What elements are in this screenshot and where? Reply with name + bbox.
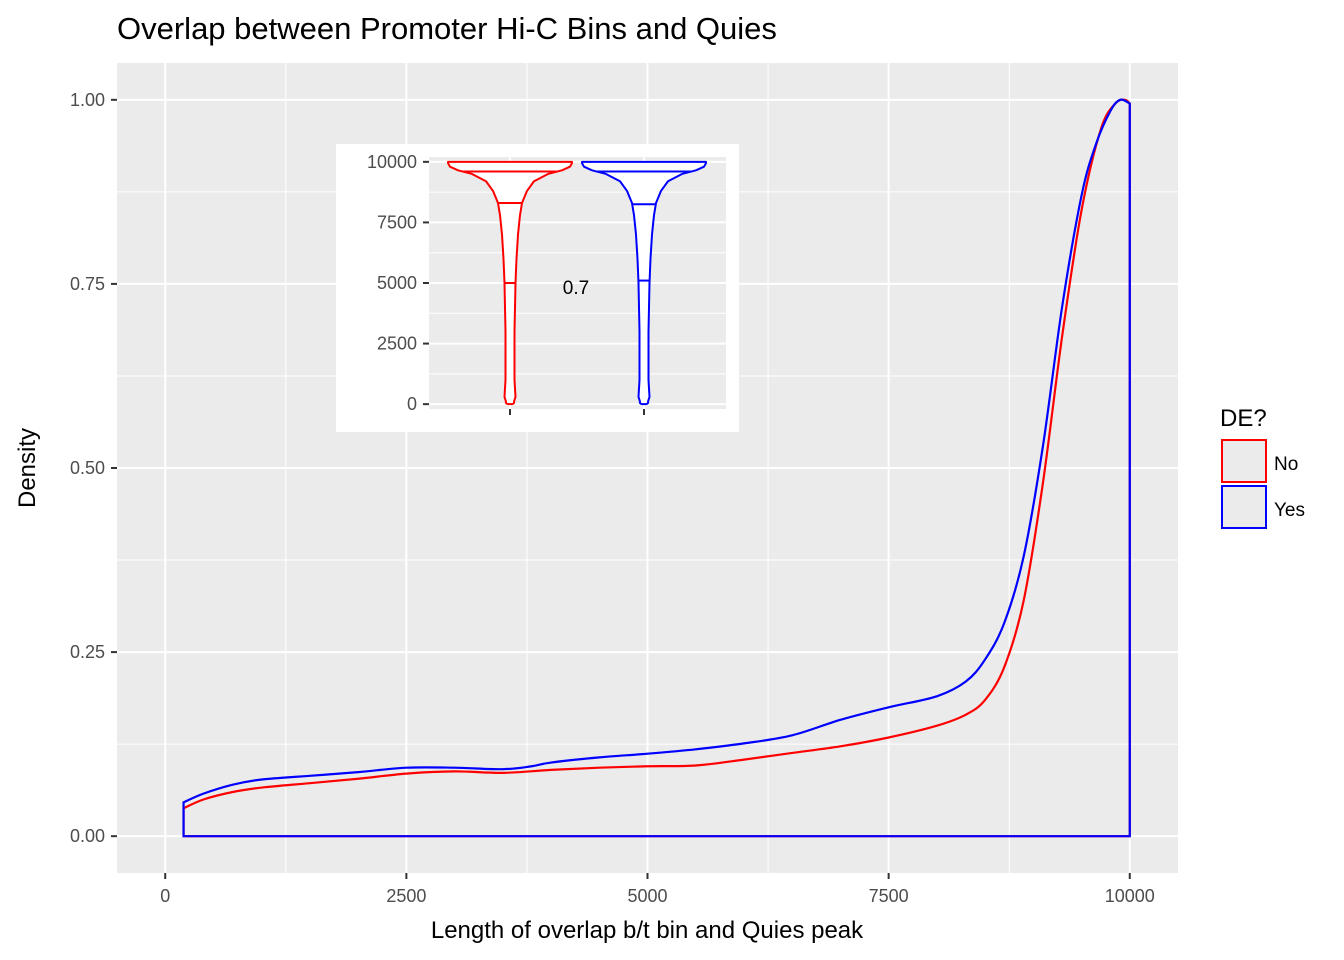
y-tick-label: 0.75 — [70, 274, 105, 294]
inset-y-tick-label: 2500 — [377, 334, 417, 354]
density-curves — [182, 98, 1131, 838]
y-axis-title: Density — [14, 428, 41, 508]
chart-title: Overlap between Promoter Hi-C Bins and Q… — [117, 11, 777, 46]
inset-y-tick-label: 7500 — [377, 212, 417, 232]
y-tick-label: 0.00 — [70, 826, 105, 846]
legend: DE? No Yes — [1220, 405, 1305, 529]
inset-y-tick-label: 5000 — [377, 273, 417, 293]
inset-violins — [447, 160, 707, 406]
p-value-annotation: 0.7 — [563, 278, 589, 299]
legend-label-no: No — [1274, 454, 1298, 475]
density-line-no — [182, 98, 1131, 838]
x-axis-title: Length of overlap b/t bin and Quies peak — [431, 917, 864, 944]
legend-label-yes: Yes — [1274, 500, 1305, 521]
density-line-yes — [182, 98, 1131, 838]
y-tick-label: 0.25 — [70, 642, 105, 662]
x-tick-label: 5000 — [627, 886, 667, 906]
violin-yes — [581, 160, 707, 406]
axes: 0 2500 5000 7500 10000 0.00 0.25 0.50 0.75 1.00 — [70, 90, 1155, 906]
inset-y-tick-label: 0 — [407, 394, 417, 414]
inset-violin-plot: 0 2500 5000 7500 10000 0.7 — [336, 144, 739, 432]
y-tick-label: 0.50 — [70, 458, 105, 478]
legend-title: DE? — [1220, 405, 1267, 432]
x-tick-label: 10000 — [1105, 886, 1155, 906]
inset-y-tick-label: 10000 — [367, 152, 417, 172]
x-tick-label: 7500 — [869, 886, 909, 906]
x-tick-label: 0 — [160, 886, 170, 906]
inset-axes: 0 2500 5000 7500 10000 — [367, 152, 645, 415]
legend-key-no — [1221, 439, 1267, 483]
y-tick-label: 1.00 — [70, 90, 105, 110]
x-tick-label: 2500 — [386, 886, 426, 906]
legend-key-yes — [1221, 485, 1267, 529]
